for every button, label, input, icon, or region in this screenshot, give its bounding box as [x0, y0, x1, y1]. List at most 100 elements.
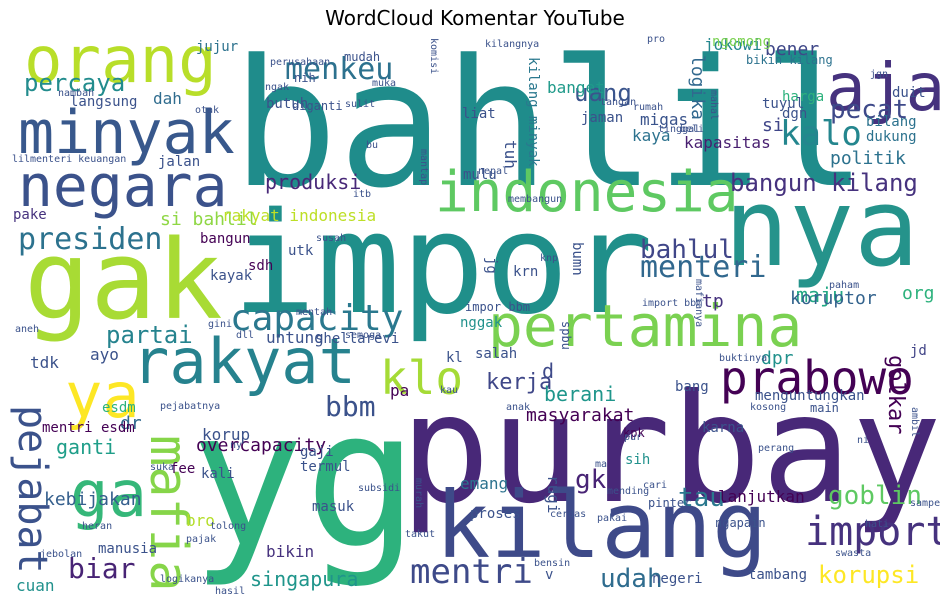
word-bensin: bensin: [534, 558, 571, 569]
word-presiden: presiden: [18, 222, 163, 257]
word-mudah: mudah: [344, 50, 381, 64]
word-menteri: menteri: [640, 250, 767, 285]
word-utk: utk: [288, 243, 314, 259]
word-otak: otak: [195, 105, 220, 116]
word-pajak: pajak: [186, 534, 217, 545]
word-mulu: mulu: [463, 167, 497, 183]
word-uang: uang: [574, 79, 632, 107]
word-bu: bu: [366, 140, 379, 151]
word-perang: perang: [758, 443, 795, 454]
word-indonesia: indonesia: [435, 160, 739, 225]
word-pa: pa: [390, 381, 410, 400]
word-overcapacity: overcapacity: [196, 435, 327, 456]
word-ma: ma: [595, 459, 608, 470]
word-diganti: diganti: [292, 99, 343, 113]
word-politik: politik: [830, 148, 906, 169]
word-tambang: tambang: [748, 567, 808, 583]
word-mafianya: mafianya: [693, 279, 704, 328]
word-tuh: tuh: [501, 140, 520, 169]
word-mentah: mentah: [296, 307, 333, 318]
word-mentri-esdm: mentri esdm: [42, 420, 135, 436]
word-fee: fee: [170, 461, 196, 477]
word-sampe: sampe: [910, 498, 940, 509]
word-jalan: jalan: [158, 154, 201, 170]
word-d: d: [542, 359, 555, 383]
word-ny: ny: [230, 440, 243, 451]
word-komisi: komisi: [428, 38, 439, 75]
word-shellarevi: shellarevi: [315, 331, 400, 347]
word-kilangnya: kilangnya: [485, 39, 540, 50]
word-mending: mending: [607, 486, 650, 497]
word-mahal: mahal: [708, 90, 719, 121]
word-proses: proses: [470, 506, 521, 522]
word-ga: ga: [70, 458, 148, 532]
word-aja: aja: [826, 49, 940, 126]
word-jgn: jgn: [870, 69, 889, 80]
word-si-bahlil: si bahlil: [160, 209, 258, 230]
word-susah: susah: [316, 233, 347, 244]
word-butuh: butuh: [266, 96, 309, 112]
word-rakyat-indonesia: rakyat indonesia: [222, 206, 377, 225]
word-bikin-kilang: bikin kilang: [746, 53, 833, 67]
word-pur: pur: [624, 432, 643, 443]
word-tp: tp: [702, 291, 724, 312]
word-import-bbm: import bbm: [642, 298, 703, 309]
word-ngapain: ngapain: [715, 516, 766, 530]
word-jaman: jaman: [581, 110, 624, 126]
word-negara: negara: [18, 152, 228, 220]
word-hasil: hasil: [215, 586, 246, 596]
word-pake: pake: [13, 207, 47, 223]
word-knp: knp: [540, 253, 559, 264]
word-bahlil: bahlil: [232, 35, 868, 227]
word-cuan: cuan: [16, 576, 55, 595]
word-menguntungkan: menguntungkan: [755, 388, 865, 404]
word-emang: emang: [460, 474, 509, 493]
word-rugi: rugi: [544, 475, 563, 514]
word-cerdas: cerdas: [550, 509, 587, 520]
word-harga: harga: [782, 89, 825, 105]
word-menteri-keuangan: menteri keuangan: [30, 154, 127, 165]
word-percaya: percaya: [24, 69, 126, 97]
word-koruptor: koruptor: [790, 288, 877, 309]
word-aneh: aneh: [15, 324, 40, 335]
word-membangun: membangun: [508, 194, 563, 205]
word-pro: pro: [647, 35, 666, 45]
word-bang: bang: [675, 379, 709, 395]
word-masyarakat: masyarakat: [526, 405, 635, 426]
word-logikanya: logikanya: [160, 574, 215, 585]
word-ambil: ambil: [909, 407, 920, 438]
word-si: si: [762, 115, 784, 136]
word-salah: salah: [475, 346, 518, 362]
word-rakyat: rakyat: [132, 325, 356, 398]
word-kosong: kosong: [750, 402, 787, 413]
word-kaya: kaya: [632, 126, 671, 145]
word-muka: muka: [372, 78, 397, 89]
word-gaji: gaji: [300, 444, 334, 460]
word-sdh: sdh: [248, 258, 274, 274]
word-bahlul: bahlul: [640, 235, 734, 265]
word-produksi: produksi: [265, 170, 362, 194]
word-pecat: pecat: [830, 95, 909, 125]
word-kerja: kerja: [486, 370, 553, 395]
word-cari: cari: [643, 480, 668, 491]
word-buktinya: buktinya: [719, 353, 768, 364]
word-singapura: singapura: [250, 567, 359, 591]
word-dgn: dgn: [782, 106, 808, 122]
word-nambah: nambah: [58, 88, 95, 99]
word-sulit: sulit: [345, 99, 376, 110]
word-bangun: bangun: [200, 231, 251, 247]
word-beli: beli: [680, 124, 705, 135]
word-kebijakan: kebijakan: [44, 489, 142, 510]
word-maju: maju: [796, 283, 845, 307]
word-impor: impor: [232, 183, 654, 346]
word-v: v: [545, 567, 554, 583]
word-impor-bbm: impor bbm: [465, 300, 531, 314]
chart-title: WordCloud Komentar YouTube: [325, 6, 625, 30]
word-murah: murah: [413, 478, 424, 509]
word-bumn: bumn: [569, 242, 585, 276]
word-capacity: capacity: [230, 298, 404, 339]
word-ni: ni: [857, 435, 870, 446]
word-kali: kali: [201, 466, 235, 482]
word-langsung: langsung: [70, 94, 138, 110]
